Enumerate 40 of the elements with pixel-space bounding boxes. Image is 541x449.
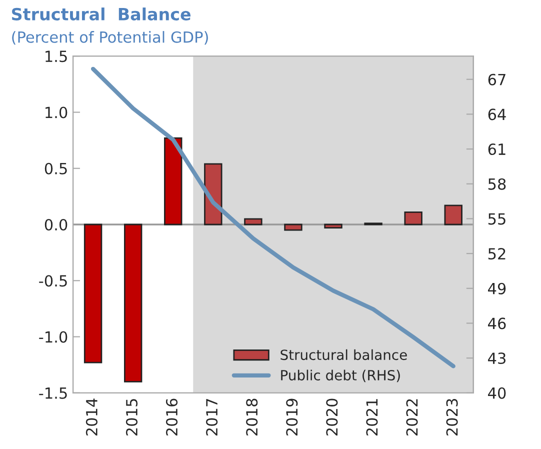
y2-tick-label: 43: [488, 352, 506, 364]
bar: [444, 204, 462, 226]
bar: [244, 218, 262, 226]
y-tick-label: -1.0: [39, 331, 68, 343]
chart-title: Structural Balance: [12, 8, 191, 20]
bar: [124, 224, 142, 382]
y-tick-label: -1.5: [39, 388, 67, 399]
y-tick-label: 0.5: [44, 162, 67, 174]
y2-tick-label: 55: [488, 213, 506, 225]
x-tick-label: 2018: [246, 398, 258, 436]
y-tick-label: 1.0: [46, 106, 68, 118]
chart-subtitle: (Percent of Potential GDP): [12, 31, 208, 45]
bar: [404, 211, 422, 226]
bar: [284, 224, 302, 231]
y-tick-label: 1.5: [46, 50, 67, 62]
x-tick-label: 2022: [406, 399, 418, 436]
y2-tick-label: 52: [488, 248, 506, 260]
y2-tick-label: 58: [488, 178, 506, 190]
x-tick-label: 2020: [326, 398, 338, 436]
x-tick-label: 2017: [206, 399, 218, 436]
y2-tick-label: 46: [488, 318, 506, 330]
bar: [324, 224, 342, 229]
y2-tick-label: 61: [488, 143, 506, 156]
x-tick-label: 2015: [126, 399, 138, 436]
line-series: [90, 66, 456, 368]
y2-tick-label: 49: [488, 282, 506, 294]
y-tick-label: 0.0: [44, 218, 68, 231]
bar: [84, 224, 102, 364]
x-tick-label: 2019: [286, 398, 298, 436]
x-tick-label: 2021: [366, 399, 378, 436]
x-tick-label: 2014: [86, 398, 98, 436]
x-tick-label: 2016: [166, 398, 178, 436]
bar: [164, 137, 182, 226]
y2-tick-label: 67: [488, 74, 506, 86]
y2-tick-label: 40: [488, 387, 506, 399]
y2-tick-label: 64: [488, 108, 506, 120]
legend-label: Structural balance: [280, 349, 407, 360]
x-tick-label: 2023: [446, 398, 458, 436]
legend-label: Public debt (RHS): [281, 370, 400, 382]
y-tick-label: -0.5: [39, 275, 67, 287]
